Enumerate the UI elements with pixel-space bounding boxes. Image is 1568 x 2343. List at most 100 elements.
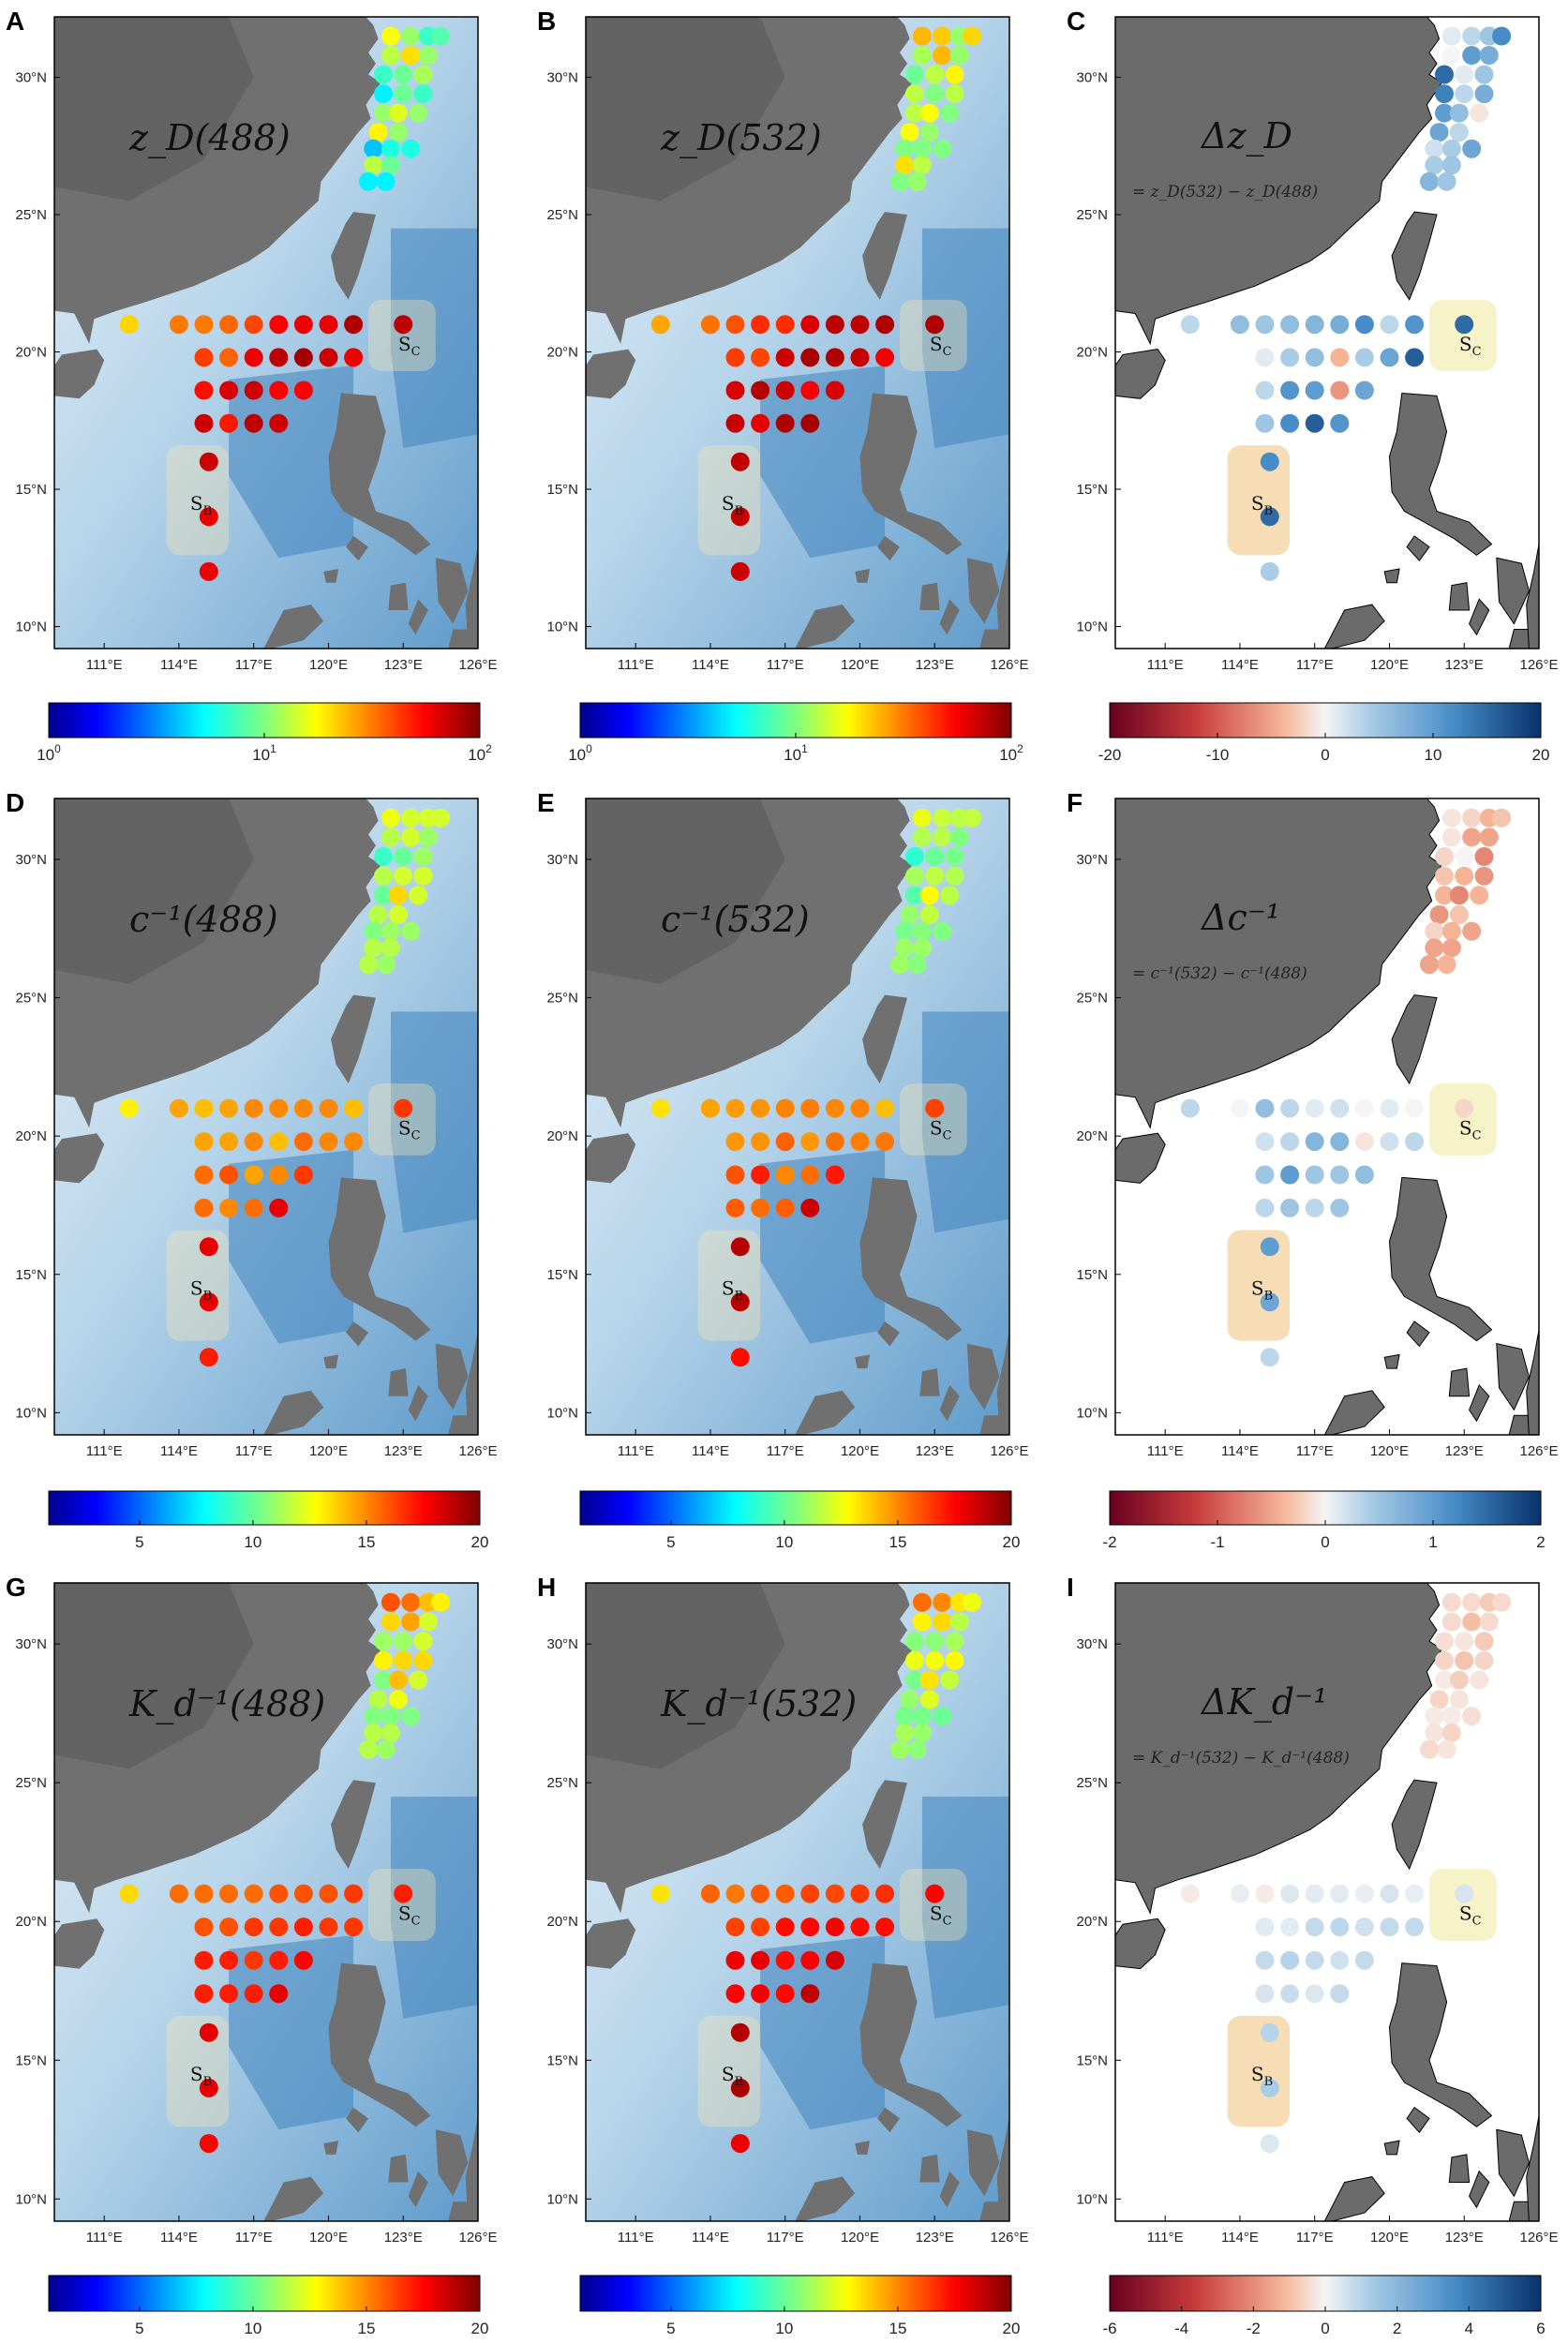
station-marker xyxy=(1255,1984,1275,2004)
station-marker xyxy=(1280,1950,1300,1970)
station-marker xyxy=(413,1650,433,1670)
region-box-b xyxy=(697,2015,761,2127)
land xyxy=(54,1133,105,1184)
station-marker xyxy=(1255,1918,1275,1937)
station-marker xyxy=(244,1198,263,1217)
lat-tick-label: 10°N xyxy=(1076,619,1108,635)
region-box-c xyxy=(1429,1083,1497,1156)
station-marker xyxy=(119,1884,139,1903)
station-marker xyxy=(319,1098,338,1118)
station-marker xyxy=(269,1918,289,1937)
station-marker xyxy=(418,1612,438,1632)
region-box-b xyxy=(166,2015,230,2127)
station-marker xyxy=(194,413,214,433)
station-marker xyxy=(374,65,393,84)
region-box-c xyxy=(1429,299,1497,372)
colorbar-tick-label: -6 xyxy=(1102,2320,1116,2337)
land xyxy=(1406,1321,1430,1348)
station-marker xyxy=(1380,1132,1399,1152)
lon-tick-label: 123°E xyxy=(916,657,954,673)
land xyxy=(263,1390,324,1435)
colorbar-tick-label: -10 xyxy=(1206,746,1230,764)
station-marker xyxy=(401,46,421,65)
colorbar-tick-label: 2 xyxy=(1393,2320,1401,2337)
lat-tick-label: 30°N xyxy=(15,852,47,868)
colorbar-tick-label: 10 xyxy=(775,2320,793,2337)
station-marker xyxy=(1354,1918,1374,1937)
station-marker xyxy=(1441,808,1461,828)
land xyxy=(346,2107,368,2133)
station-marker xyxy=(825,348,844,367)
station-marker xyxy=(1425,921,1444,941)
lat-tick-label: 25°N xyxy=(546,991,578,1007)
station-marker xyxy=(381,921,400,941)
station-marker xyxy=(940,1670,960,1690)
station-marker xyxy=(1305,1198,1324,1217)
lon-tick-label: 123°E xyxy=(384,1443,423,1459)
station-marker xyxy=(1330,1884,1350,1903)
station-marker xyxy=(269,381,289,400)
map-area xyxy=(1115,798,1539,1435)
lon-tick-label: 117°E xyxy=(1296,2230,1334,2246)
station-marker xyxy=(1449,1670,1469,1690)
station-marker xyxy=(775,1884,795,1903)
station-marker xyxy=(933,1612,952,1632)
station-marker xyxy=(1230,1884,1249,1903)
station-marker xyxy=(825,381,844,400)
station-marker xyxy=(194,1950,214,1970)
lon-tick-label: 123°E xyxy=(384,657,423,673)
station-marker xyxy=(401,808,421,828)
lon-tick-label: 126°E xyxy=(990,1443,1028,1459)
station-marker xyxy=(949,1612,969,1632)
station-marker xyxy=(219,1098,239,1118)
station-marker xyxy=(1330,1165,1350,1185)
station-marker xyxy=(244,413,263,433)
lon-tick-label: 111°E xyxy=(86,657,123,673)
station-marker xyxy=(800,1165,820,1185)
station-marker xyxy=(413,84,433,104)
panel-title: c⁻¹(532) xyxy=(661,899,810,940)
land xyxy=(263,2176,324,2221)
map-frame xyxy=(53,16,479,649)
land xyxy=(1496,1342,1530,1411)
station-marker xyxy=(293,1884,313,1903)
station-marker xyxy=(1441,26,1461,46)
station-marker xyxy=(945,847,964,866)
lat-tick-label: 25°N xyxy=(15,991,47,1007)
station-marker xyxy=(269,1884,289,1903)
station-marker xyxy=(1354,381,1374,400)
station-marker xyxy=(199,1237,218,1257)
station-marker xyxy=(1441,1592,1461,1612)
station-marker xyxy=(1280,348,1300,367)
station-marker xyxy=(199,561,218,581)
colorbar-tick-label: -20 xyxy=(1098,746,1122,764)
station-marker xyxy=(293,1918,313,1937)
station-marker xyxy=(1474,65,1494,84)
colorbar xyxy=(1109,1490,1542,1526)
station-marker xyxy=(1441,139,1461,158)
station-marker xyxy=(895,139,915,158)
station-marker xyxy=(1455,1884,1474,1903)
lat-tick-label: 30°N xyxy=(1076,69,1108,85)
land xyxy=(1323,1390,1385,1435)
station-marker xyxy=(388,1670,408,1690)
region-box-c xyxy=(368,299,436,372)
station-marker xyxy=(945,1650,964,1670)
station-marker xyxy=(725,348,745,367)
lat-tick-label: 15°N xyxy=(1076,2052,1108,2068)
panel-letter: E xyxy=(537,788,555,817)
station-marker xyxy=(431,808,451,828)
lon-tick-label: 114°E xyxy=(1221,1443,1259,1459)
station-marker xyxy=(730,2078,750,2097)
station-marker xyxy=(244,315,263,335)
station-marker xyxy=(725,1132,745,1152)
map-frame xyxy=(53,1582,479,2222)
station-marker xyxy=(1449,905,1469,924)
station-marker xyxy=(394,1884,413,1903)
station-marker xyxy=(940,103,960,123)
station-marker xyxy=(1260,561,1279,581)
station-marker xyxy=(394,65,413,84)
land xyxy=(323,569,339,583)
station-marker xyxy=(359,172,378,191)
lon-tick-label: 123°E xyxy=(916,1443,954,1459)
